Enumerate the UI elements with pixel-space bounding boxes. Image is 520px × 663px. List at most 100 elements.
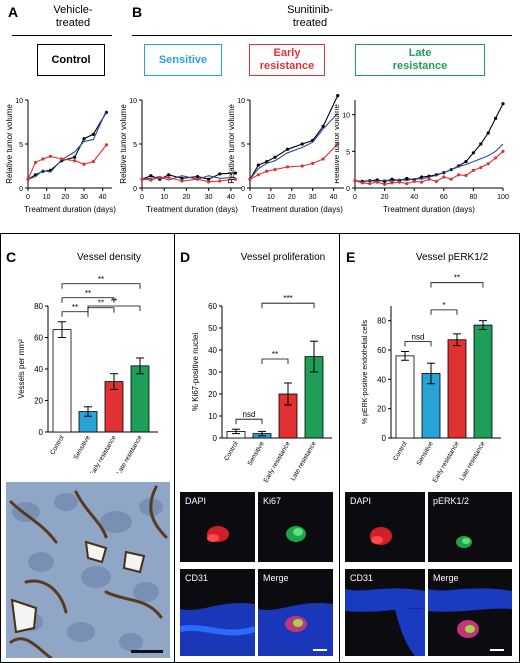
y-tick-label: 10 <box>208 412 217 421</box>
histology-image <box>6 482 170 658</box>
series-line <box>249 112 339 180</box>
data-point <box>286 147 290 151</box>
bar <box>473 324 493 439</box>
data-point <box>486 131 490 135</box>
y-axis-label: % pERK-positive endothelial cells <box>362 319 369 424</box>
data-point <box>360 181 364 185</box>
data-point <box>457 173 461 177</box>
chart-title: Vessel proliferation <box>241 252 326 263</box>
x-tick-label: 10 <box>160 194 168 201</box>
y-tick-label: 40 <box>377 375 386 384</box>
micro-d-ki67-label: Ki67 <box>263 496 282 506</box>
x-tick-label: 0 <box>140 194 144 201</box>
series-line <box>354 143 504 183</box>
y-tick-label: 5 <box>19 142 23 149</box>
y-tick-label: 60 <box>208 302 217 311</box>
bar <box>52 329 72 433</box>
category-label: Sensitive <box>72 434 91 461</box>
data-point <box>336 142 340 146</box>
significance-label: ** <box>454 274 460 283</box>
x-tick-label: 20 <box>381 194 389 201</box>
data-point <box>218 179 222 183</box>
y-tick-label: 5 <box>133 142 137 149</box>
y-axis-label: Relative tumor volume <box>5 104 14 184</box>
data-point <box>300 142 304 146</box>
x-tick-label: 100 <box>497 194 509 201</box>
series-line <box>27 112 107 180</box>
y-axis-label: Relative tumor volume <box>335 104 341 184</box>
dapi-cluster-e <box>370 527 392 545</box>
data-point <box>501 102 505 106</box>
panel-letter-b: B <box>132 4 143 20</box>
y-tick-label: 50 <box>208 324 217 333</box>
y-tick-label: 5 <box>241 142 245 149</box>
data-point <box>390 181 394 185</box>
vehicle-rule <box>12 35 112 36</box>
data-point <box>353 179 357 183</box>
significance-label: ** <box>98 275 104 284</box>
data-point <box>33 160 38 165</box>
data-point <box>420 180 424 184</box>
data-point <box>265 160 269 164</box>
x-axis-label: Treatment duration (days) <box>383 205 475 214</box>
y-tick-label: 10 <box>15 98 23 105</box>
line-chart-sensitive: 0 5 10 0 10 20 30 40 Treatment duration (days) Re… <box>119 98 242 214</box>
data-point <box>180 176 184 180</box>
group-box-control: Control <box>37 44 105 76</box>
sunitinib-title-text: Sunitinib- treated <box>287 4 333 29</box>
data-point <box>494 116 498 120</box>
data-point <box>180 179 184 183</box>
cd31-vessel-d <box>179 602 256 656</box>
data-point <box>73 159 77 163</box>
micro-e-merge-label: Merge <box>433 573 459 583</box>
x-tick-label: 60 <box>440 194 448 201</box>
x-tick-label: 30 <box>205 194 213 201</box>
data-point <box>420 175 424 179</box>
chart-title: Vessel pERK1/2 <box>416 252 489 263</box>
y-tick-label: 20 <box>377 405 386 414</box>
data-point <box>73 155 77 159</box>
data-point <box>273 167 277 172</box>
data-point <box>321 157 325 161</box>
micro-d-cd31: CD31 <box>179 569 256 656</box>
micro-e-cd31-label: CD31 <box>350 573 374 583</box>
data-point <box>207 180 211 184</box>
chart-title: Vessel density <box>77 252 141 263</box>
group-box-late: Late resistance <box>355 44 485 76</box>
y-tick-label: 0 <box>19 186 23 193</box>
bar <box>395 355 415 439</box>
data-point <box>464 160 468 164</box>
data-point <box>207 177 211 181</box>
x-tick-label: 40 <box>99 194 107 201</box>
line-chart-early: 0 5 10 0 10 20 30 40 Treatment duration (days) Re… <box>227 94 344 214</box>
bar-chart-vessel-perk: Vessel pERK1/2 0 20 40 60 80 % pERK-positive e… <box>362 252 501 483</box>
panel-letter-a: A <box>8 4 19 20</box>
category-label: Control <box>223 440 240 462</box>
sunitinib-title: Sunitinib- treated <box>250 4 370 30</box>
significance-bracket <box>61 311 89 317</box>
data-point <box>256 173 260 177</box>
y-tick-label: 10 <box>342 113 350 120</box>
micro-e-dapi: DAPI <box>345 492 425 562</box>
data-point <box>464 173 468 178</box>
significance-label: ** <box>85 289 91 298</box>
panel-letter-e: E <box>346 249 356 265</box>
y-axis-label: Vessels per mm² <box>17 339 26 399</box>
significance-label: ** <box>111 297 117 306</box>
significance-bracket <box>261 302 315 309</box>
data-point <box>158 175 162 180</box>
group-box-early: Early resistance <box>249 44 325 76</box>
y-tick-label: 60 <box>377 346 386 355</box>
x-tick-label: 10 <box>43 194 51 201</box>
data-point <box>218 172 222 176</box>
significance-label: * <box>442 301 445 310</box>
micro-d-cd31-label: CD31 <box>185 573 209 583</box>
panel-letter-c: C <box>6 249 17 265</box>
data-point <box>412 179 416 183</box>
line-chart-control: 0 5 10 0 10 20 30 40 Treatment duration (days) Re… <box>5 98 116 214</box>
y-tick-label: 40 <box>208 346 217 355</box>
significance-bracket <box>61 283 141 289</box>
sunitinib-rule <box>132 35 512 36</box>
significance-bracket <box>87 307 115 313</box>
x-axis-label: Treatment duration (days) <box>146 205 238 214</box>
